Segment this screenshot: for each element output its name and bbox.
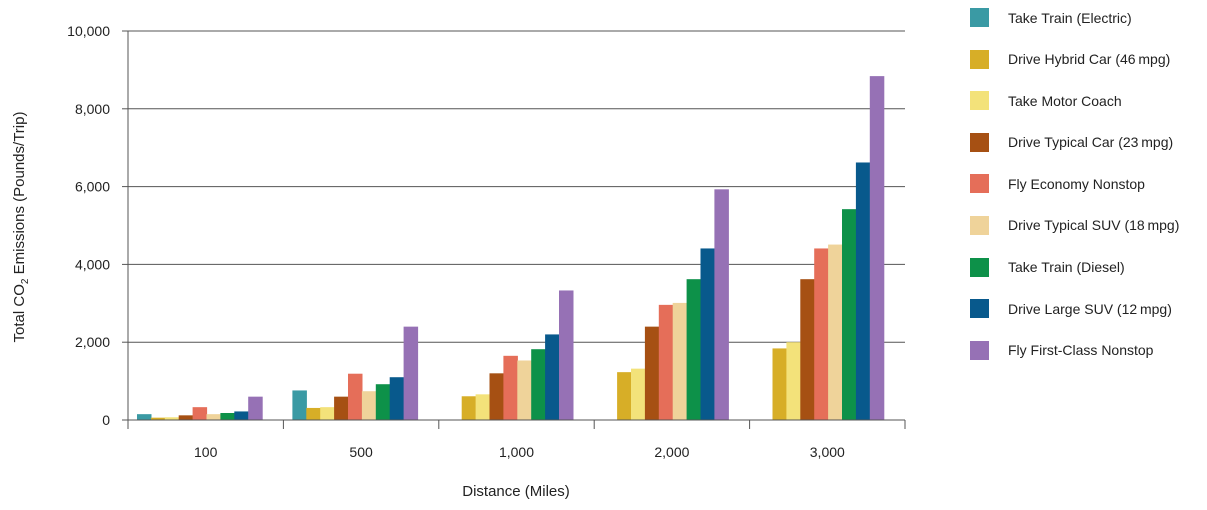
- legend-label: Drive Hybrid Car (46 mpg): [1008, 51, 1171, 68]
- legend-label: Fly First-Class Nonstop: [1008, 342, 1154, 359]
- y-tick-label: 6,000: [75, 179, 110, 195]
- x-tick-labels: 100 500 1,000 2,000 3,000: [194, 444, 845, 460]
- bar: [206, 414, 221, 420]
- legend-label: Drive Large SUV (12 mpg): [1008, 300, 1172, 317]
- bar: [531, 349, 546, 420]
- gridlines: [128, 30, 905, 343]
- legend-item: Drive Typical Car (23 mpg): [970, 129, 1205, 156]
- legend-label: Take Train (Electric): [1008, 9, 1132, 26]
- x-tick-label: 3,000: [810, 444, 845, 460]
- bar: [320, 407, 335, 420]
- legend-label: Take Train (Diesel): [1008, 259, 1125, 276]
- legend-swatch: [970, 49, 989, 69]
- bar: [389, 377, 405, 420]
- y-tick-label: 0: [102, 412, 110, 428]
- y-axis-title-subscript: 2: [20, 278, 31, 284]
- bar: [672, 302, 688, 420]
- legend-item: Drive Typical SUV (18 mpg): [970, 212, 1205, 239]
- legend-swatch: [970, 299, 989, 319]
- bar: [461, 396, 477, 420]
- bar: [772, 348, 787, 420]
- bar: [644, 326, 660, 420]
- bar: [517, 360, 532, 420]
- legend-swatch: [970, 215, 989, 235]
- legend-swatch: [970, 340, 989, 360]
- bar: [192, 407, 208, 420]
- x-tick-label: 500: [349, 444, 373, 460]
- legend-item: Fly First-Class Nonstop: [970, 337, 1205, 364]
- bar: [855, 162, 871, 420]
- legend-swatch: [970, 91, 989, 111]
- bar: [503, 355, 518, 420]
- legend-label: Fly Economy Nonstop: [1008, 175, 1145, 192]
- bar: [814, 248, 829, 420]
- bar: [631, 368, 646, 420]
- y-tick-label: 2,000: [75, 334, 110, 350]
- legend-item: Take Train (Electric): [970, 4, 1205, 31]
- y-axis-title-part-1: Total CO: [11, 284, 28, 342]
- bar: [714, 189, 729, 420]
- bar: [375, 384, 391, 420]
- legend-item: Take Train (Diesel): [970, 254, 1205, 281]
- bar: [403, 326, 419, 420]
- bar: [234, 411, 249, 420]
- legend-label: Take Motor Coach: [1008, 92, 1122, 109]
- legend-item: Drive Hybrid Car (46 mpg): [970, 46, 1205, 73]
- x-tick-label: 1,000: [499, 444, 534, 460]
- bar: [786, 342, 801, 420]
- legend-item: Take Motor Coach: [970, 87, 1205, 114]
- bar: [150, 417, 166, 420]
- bar: [869, 76, 885, 421]
- y-axis-title-part-2: Emissions (Pounds/Trip): [11, 112, 28, 279]
- bar: [292, 390, 307, 420]
- legend-swatch: [970, 132, 989, 152]
- bar: [700, 248, 715, 420]
- legend-swatch: [970, 8, 989, 27]
- bar: [617, 372, 632, 420]
- bar: [686, 279, 702, 420]
- legend-item: Fly Economy Nonstop: [970, 170, 1205, 197]
- legend-label: Drive Typical Car (23 mpg): [1008, 134, 1174, 151]
- bar: [559, 290, 574, 420]
- bar: [306, 407, 321, 420]
- bar: [178, 415, 194, 420]
- bar: [475, 394, 491, 420]
- legend-swatch: [970, 174, 989, 194]
- y-tick-label: 8,000: [75, 101, 110, 117]
- y-tick-label: 10,000: [67, 23, 110, 39]
- x-tick-label: 100: [194, 444, 218, 460]
- bar: [489, 373, 504, 420]
- bar: [248, 396, 263, 420]
- bar: [828, 244, 843, 420]
- bars: [137, 76, 885, 421]
- bar: [800, 279, 815, 420]
- y-tick-labels: 0 2,000 4,000 6,000 8,000 10,000: [67, 23, 110, 428]
- bar: [334, 396, 349, 420]
- axes: [122, 30, 906, 429]
- y-axis-title: Total CO2 Emissions (Pounds/Trip): [11, 112, 31, 343]
- x-tick-label: 2,000: [654, 444, 689, 460]
- bar: [658, 304, 674, 420]
- y-tick-label: 4,000: [75, 256, 110, 272]
- bar: [545, 334, 560, 420]
- bar: [220, 412, 235, 420]
- bar: [361, 391, 377, 420]
- legend-swatch: [970, 257, 989, 277]
- bar: [137, 414, 152, 420]
- x-axis-title: Distance (Miles): [462, 483, 570, 500]
- bar: [842, 209, 857, 420]
- legend-item: Drive Large SUV (12 mpg): [970, 295, 1205, 322]
- legend-label: Drive Typical SUV (18 mpg): [1008, 217, 1180, 234]
- legend: Take Train (Electric) Drive Hybrid Car (4…: [970, 4, 1205, 378]
- bar: [348, 373, 363, 420]
- bar: [164, 417, 180, 420]
